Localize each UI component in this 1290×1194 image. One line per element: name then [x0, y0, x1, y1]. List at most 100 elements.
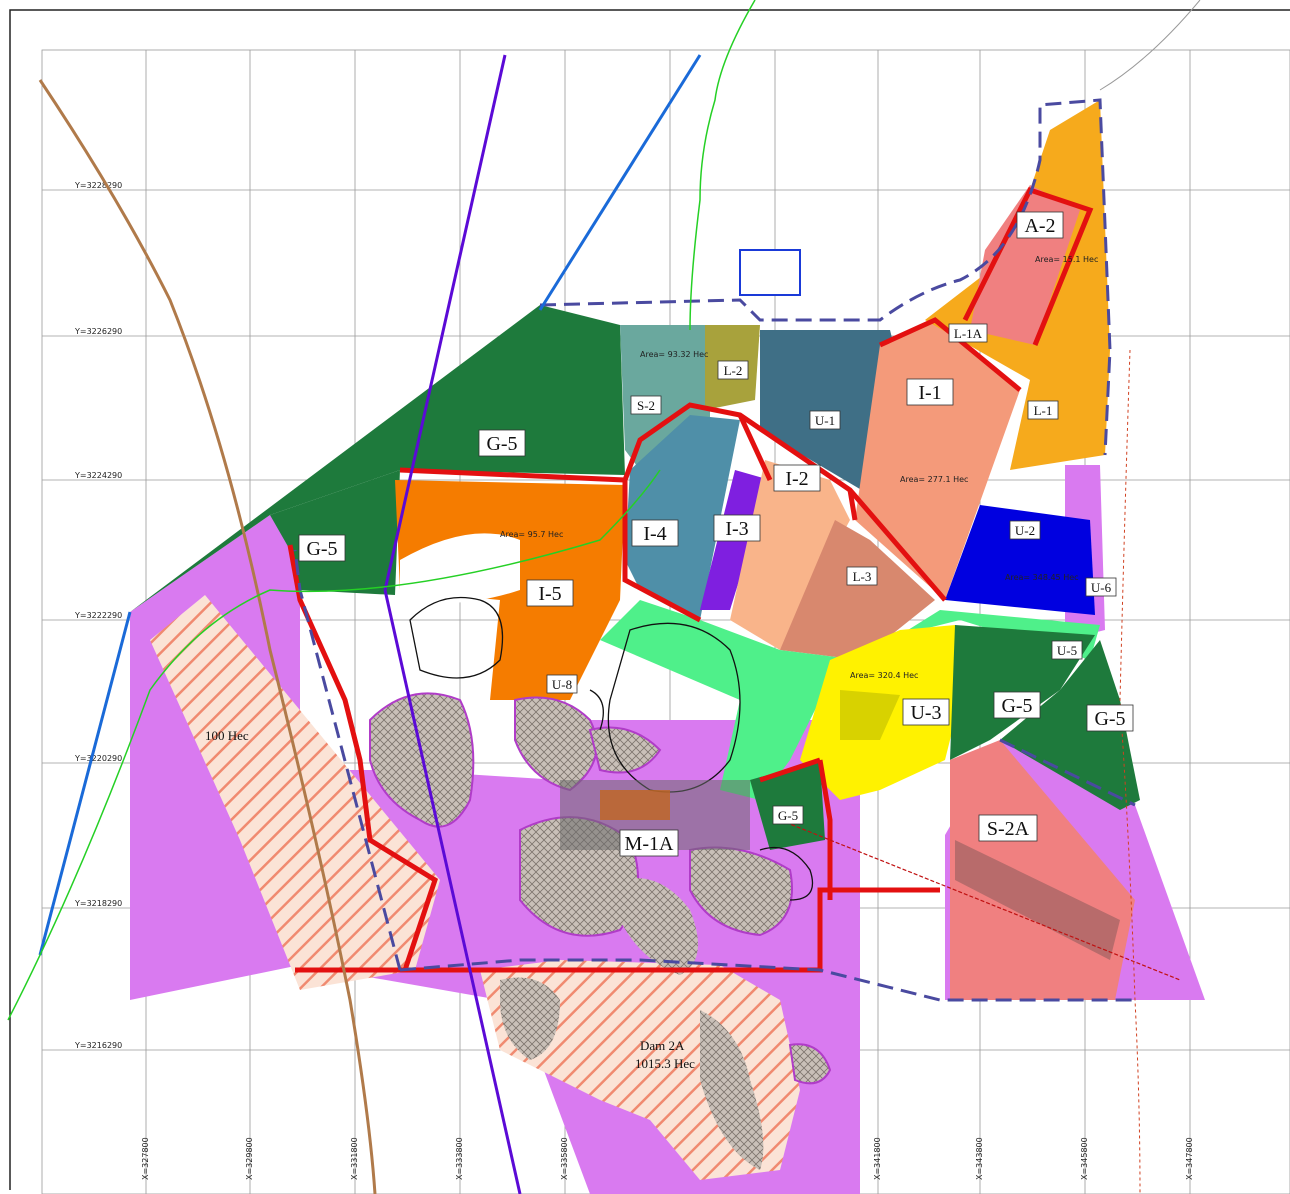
zone-g5-east2 [1000, 640, 1140, 810]
north-facility [739, 249, 801, 296]
zone-label-u-5[interactable]: U-5 [1057, 643, 1077, 658]
west-area: 100 Hec [205, 728, 249, 743]
zone-g5-west [270, 470, 400, 595]
zone-label-l-3[interactable]: L-3 [853, 569, 872, 584]
dam-label: Dam 2A [640, 1038, 685, 1053]
zone-label-box [1016, 211, 1064, 239]
zone-label-i-5[interactable]: I-5 [538, 583, 561, 605]
zone-label-i-2[interactable]: I-2 [785, 468, 808, 490]
zone-label-i-3[interactable]: I-3 [725, 518, 748, 540]
grid-label-y: Y=3218290 [74, 899, 122, 908]
zone-label-box [478, 429, 526, 457]
mine-outlines [409, 596, 814, 901]
grid-border [41, 49, 1290, 1194]
area-s2: Area= 93.32 Hec [640, 350, 708, 359]
zone-label-u-8[interactable]: U-8 [552, 677, 572, 692]
zone-label-l-1[interactable]: L-1 [1034, 403, 1053, 418]
zone-labels: A-2 L-1A I-1 L-1 L-2 S-2 U-1 G-5 G-5 I-5 I-4 I-3 I-2… [298, 211, 1134, 857]
grid-label-y: Y=3228290 [74, 181, 122, 190]
grid-label-x: X=327800 [141, 1137, 150, 1180]
zone-label-box [1085, 577, 1117, 597]
purple-line-north [383, 54, 507, 591]
zone-label-box [713, 514, 761, 542]
area-u3: Area= 320.4 Hec [850, 671, 918, 680]
zone-label-box [906, 378, 954, 406]
zone-label-s-2[interactable]: S-2 [637, 398, 655, 413]
zone-i2 [730, 460, 850, 650]
zone-label-box [772, 805, 804, 825]
dam-area: 1015.3 Hec [635, 1056, 695, 1071]
grid-label-y: Y=3226290 [74, 327, 122, 336]
zone-label-u-3[interactable]: U-3 [910, 702, 941, 724]
grid-label-x: X=345800 [1080, 1137, 1089, 1180]
grid-label-x: X=341800 [873, 1137, 882, 1180]
zone-label-box [773, 464, 821, 492]
zone-label-i-1[interactable]: I-1 [918, 382, 941, 404]
zone-label-box [631, 519, 679, 547]
zone-label-box [1009, 520, 1041, 540]
zone-label-l-1a[interactable]: L-1A [954, 326, 983, 341]
zone-label-box [1027, 400, 1059, 420]
zone-g5-north [130, 305, 625, 612]
blue-line-west [38, 611, 132, 956]
zone-label-g-5-east1[interactable]: G-5 [1001, 695, 1032, 717]
zone-label-s-2a[interactable]: S-2A [987, 818, 1030, 840]
grid-label-x: X=331800 [350, 1137, 359, 1180]
zone-label-u-2[interactable]: U-2 [1015, 523, 1035, 538]
grid-label-x: X=335800 [560, 1137, 569, 1180]
grid-label-x: X=333800 [455, 1137, 464, 1180]
zone-g5-small [750, 760, 825, 850]
area-a2: Area= 15.1 Hec [1035, 255, 1098, 264]
zone-label-box [993, 691, 1041, 719]
grid-label-x: X=343800 [975, 1137, 984, 1180]
zone-label-i-4[interactable]: I-4 [643, 523, 666, 545]
map-frame [9, 9, 1290, 1190]
grid-label-y: Y=3222290 [74, 611, 122, 620]
grid-label-y: Y=3220290 [74, 754, 122, 763]
zone-label-box [1051, 640, 1083, 660]
zone-i4 [625, 415, 740, 620]
zone-label-box [630, 395, 662, 415]
blue-line-north [538, 54, 702, 311]
zone-label-l-2[interactable]: L-2 [724, 363, 743, 378]
zone-label-g-5-small[interactable]: G-5 [778, 808, 798, 823]
area-i5: Area= 95.7 Hec [500, 530, 563, 539]
zone-label-box [1086, 704, 1134, 732]
zone-label-box [546, 674, 578, 694]
zone-label-box [619, 829, 679, 857]
grid-label-y: Y=3224290 [74, 471, 122, 480]
zone-l3 [780, 520, 935, 660]
zone-label-box [717, 360, 749, 380]
zone-label-box [809, 410, 841, 430]
zone-label-g-5-west[interactable]: G-5 [306, 538, 337, 560]
zone-label-u-1[interactable]: U-1 [815, 413, 835, 428]
hatched-zone-west [150, 595, 440, 990]
green-route-west [7, 469, 661, 1021]
zone-label-box [948, 323, 988, 343]
green-band [600, 600, 1100, 800]
zone-label-m-1a[interactable]: M-1A [625, 833, 674, 855]
area-i1: Area= 277.1 Hec [900, 475, 968, 484]
site-boundary [293, 98, 1136, 1002]
red-boundaries [287, 186, 1094, 973]
zone-label-box [902, 698, 950, 726]
zone-label-g-5-east2[interactable]: G-5 [1094, 708, 1125, 730]
zone-label-u-6[interactable]: U-6 [1091, 580, 1112, 595]
zone-label-box [978, 814, 1038, 842]
road-northeast [1099, 0, 1201, 91]
zone-label-g-5-north[interactable]: G-5 [486, 433, 517, 455]
zone-label-box [846, 566, 878, 586]
brown-route [38, 79, 377, 1194]
area-u2: Area= 348.45 Hec [1005, 573, 1079, 582]
zone-label-box [526, 579, 574, 607]
zone-i1 [855, 320, 1020, 600]
green-route-north [689, 0, 756, 331]
purple-line-south [383, 589, 522, 1194]
zone-label-box [298, 534, 346, 562]
grid-label-x: X=329800 [245, 1137, 254, 1180]
zone-u2 [945, 505, 1095, 615]
zone-label-a-2[interactable]: A-2 [1024, 215, 1055, 237]
east-route [1119, 349, 1141, 1194]
grid-label-y: Y=3216290 [74, 1041, 122, 1050]
